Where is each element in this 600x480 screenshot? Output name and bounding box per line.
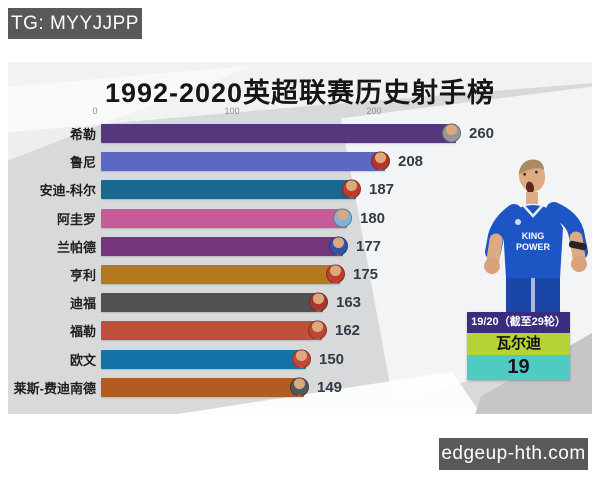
axis-tick-100: 100 bbox=[224, 106, 240, 116]
tg-watermark-badge: TG: MYYJJPP bbox=[8, 8, 142, 39]
player-name-label: 兰帕德 bbox=[56, 239, 96, 255]
score-value: 187 bbox=[369, 180, 395, 198]
player-name-label: 莱斯-费迪南德 bbox=[13, 380, 96, 396]
score-value: 180 bbox=[360, 209, 386, 227]
player-name-label: 亨利 bbox=[69, 267, 96, 283]
player-avatar-icon bbox=[333, 208, 352, 228]
player-avatar-icon bbox=[308, 320, 327, 340]
bar-row: 欧文 150 bbox=[12, 345, 590, 373]
player-avatar-icon bbox=[292, 349, 311, 369]
score-value: 163 bbox=[336, 293, 362, 311]
score-value: 260 bbox=[469, 124, 495, 142]
goals-row: 19 bbox=[467, 355, 570, 380]
bar-row: 鲁尼 208 bbox=[12, 147, 590, 175]
chart-stage: 1992-2020英超联赛历史射手榜 0 100 200 KING POWER bbox=[8, 62, 592, 414]
score-value: 177 bbox=[356, 237, 382, 255]
player-name-label: 欧文 bbox=[69, 352, 96, 368]
player-name-label: 迪福 bbox=[69, 295, 96, 311]
bar-row: 阿圭罗 180 bbox=[12, 204, 590, 232]
player-avatar-icon bbox=[326, 264, 345, 284]
bar-row: 亨利 175 bbox=[12, 260, 590, 288]
player-avatar-icon bbox=[342, 179, 361, 199]
player-avatar-icon bbox=[329, 236, 348, 256]
score-bar bbox=[101, 208, 352, 228]
player-name-label: 希勒 bbox=[69, 126, 96, 142]
score-bar bbox=[101, 292, 328, 312]
score-value: 162 bbox=[335, 321, 361, 339]
player-name-label: 阿圭罗 bbox=[56, 211, 96, 227]
player-name-row: 瓦尔迪 bbox=[467, 333, 570, 355]
score-value: 175 bbox=[353, 265, 379, 283]
axis-tick-0: 0 bbox=[92, 106, 98, 116]
season-info-card: 19/20（截至29轮） 瓦尔迪 19 bbox=[467, 312, 570, 380]
player-avatar-icon bbox=[442, 123, 461, 143]
axis-tick-200: 200 bbox=[366, 106, 382, 116]
season-row: 19/20（截至29轮） bbox=[467, 312, 570, 333]
score-bar bbox=[101, 236, 348, 256]
score-bar bbox=[101, 320, 327, 340]
player-name-label: 安迪-科尔 bbox=[39, 182, 96, 198]
bar-row: 兰帕德 177 bbox=[12, 232, 590, 260]
player-name-label: 鲁尼 bbox=[69, 154, 96, 170]
score-bar bbox=[101, 349, 311, 369]
score-bar bbox=[101, 123, 461, 143]
bar-row: 希勒 260 bbox=[12, 119, 590, 147]
player-name-label: 福勒 bbox=[69, 323, 96, 339]
player-avatar-icon bbox=[371, 151, 390, 171]
score-bar bbox=[101, 151, 390, 171]
player-avatar-icon bbox=[309, 292, 328, 312]
score-bar bbox=[101, 264, 345, 284]
score-value: 208 bbox=[398, 152, 424, 170]
player-avatar-icon bbox=[290, 377, 309, 397]
score-value: 149 bbox=[317, 378, 343, 396]
score-value: 150 bbox=[319, 350, 345, 368]
bar-row: 安迪-科尔 187 bbox=[12, 175, 590, 203]
score-bar bbox=[101, 179, 361, 199]
chart-title: 1992-2020英超联赛历史射手榜 bbox=[104, 78, 496, 108]
site-watermark-badge: edgeup-hth.com bbox=[439, 438, 588, 470]
score-bar bbox=[101, 377, 309, 397]
